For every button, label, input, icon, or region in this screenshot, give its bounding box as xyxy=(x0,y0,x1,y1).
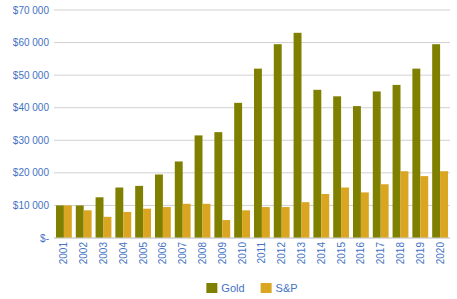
legend: Gold S&P xyxy=(206,282,297,294)
x-tick-label: 2008 xyxy=(197,242,208,265)
bar xyxy=(76,205,84,238)
bar xyxy=(96,197,104,238)
legend-item: S&P xyxy=(261,282,298,294)
bar xyxy=(155,174,163,238)
y-tick-labels: $- $10 000 $20 000 $30 000 $40 000 $50 000 $60… xyxy=(13,5,50,244)
bar xyxy=(373,91,381,238)
bar xyxy=(333,96,341,238)
x-tick-label: 2005 xyxy=(138,242,149,265)
x-tick-label: 2011 xyxy=(256,242,267,264)
grid-line xyxy=(54,140,450,141)
x-tick-label: 2003 xyxy=(98,242,109,265)
x-tick-label: 2016 xyxy=(355,242,366,265)
x-tick-label: 2013 xyxy=(296,242,307,265)
x-tick-label: 2018 xyxy=(395,242,406,265)
bar xyxy=(183,204,191,238)
x-tick-label: 2012 xyxy=(276,242,287,265)
x-tick-label: 2004 xyxy=(118,242,129,265)
legend-label: S&P xyxy=(276,282,298,294)
bar xyxy=(195,135,203,238)
bar xyxy=(440,171,448,238)
legend-label: Gold xyxy=(221,282,244,294)
x-tick-label: 2009 xyxy=(217,242,228,265)
bar xyxy=(163,207,171,238)
bar xyxy=(254,69,262,238)
bar xyxy=(313,90,321,238)
bar xyxy=(341,188,349,238)
bar xyxy=(294,33,302,238)
bar xyxy=(274,44,282,238)
grid-line xyxy=(54,42,450,43)
grid-line xyxy=(54,238,450,239)
grid-line xyxy=(54,75,450,76)
bar xyxy=(353,106,361,238)
bar xyxy=(222,220,230,238)
grid-line xyxy=(54,205,450,206)
y-tick-label: $50 000 xyxy=(13,70,50,81)
bar xyxy=(56,205,64,238)
x-tick-label: 2010 xyxy=(237,242,248,265)
x-tick-label: 2007 xyxy=(177,242,188,265)
bar xyxy=(432,44,440,238)
bar xyxy=(321,194,329,238)
legend-item: Gold xyxy=(206,282,244,294)
bar xyxy=(123,212,131,238)
grid-line xyxy=(54,107,450,108)
bar xyxy=(175,161,183,238)
x-tick-label: 2020 xyxy=(435,242,446,265)
y-tick-label: $60 000 xyxy=(13,37,50,48)
y-tick-label: $40 000 xyxy=(13,102,50,113)
bar xyxy=(203,204,211,238)
bars xyxy=(56,33,448,238)
bar xyxy=(381,184,389,238)
bar xyxy=(401,171,409,238)
x-tick-labels: 2001 2002 2003 2004 2005 2006 2007 2008 2009 2010… xyxy=(58,242,445,265)
bar xyxy=(84,210,92,238)
x-tick-label: 2015 xyxy=(336,242,347,265)
legend-swatch xyxy=(261,283,272,293)
x-axis-line xyxy=(54,238,450,239)
y-tick-label: $20 000 xyxy=(13,167,50,178)
bar xyxy=(234,103,242,238)
bar xyxy=(420,176,428,238)
x-tick-label: 2019 xyxy=(415,242,426,265)
chart: $- $10 000 $20 000 $30 000 $40 000 $50 000 $60… xyxy=(0,0,457,299)
bar xyxy=(412,69,420,238)
bar xyxy=(135,186,143,238)
x-tick-label: 2006 xyxy=(157,242,168,265)
bar xyxy=(242,210,250,238)
bar xyxy=(282,207,290,238)
y-tick-label: $70 000 xyxy=(13,5,50,16)
bar xyxy=(393,85,401,238)
y-tick-label: $30 000 xyxy=(13,135,50,146)
bar xyxy=(143,209,151,238)
y-grid xyxy=(54,10,450,238)
bar xyxy=(361,192,369,238)
y-tick-label: $- xyxy=(40,233,49,244)
bar xyxy=(302,202,310,238)
y-tick-label: $10 000 xyxy=(13,200,50,211)
grid-line xyxy=(54,10,450,11)
bar xyxy=(104,217,112,238)
x-tick-label: 2014 xyxy=(316,242,327,265)
x-tick-label: 2017 xyxy=(375,242,386,265)
bar xyxy=(262,207,270,238)
bar xyxy=(214,132,222,238)
bar xyxy=(115,188,123,238)
bar xyxy=(64,205,72,238)
grid-line xyxy=(54,172,450,173)
x-tick-label: 2002 xyxy=(78,242,89,265)
x-tick-label: 2001 xyxy=(58,242,69,265)
legend-swatch xyxy=(206,283,217,293)
